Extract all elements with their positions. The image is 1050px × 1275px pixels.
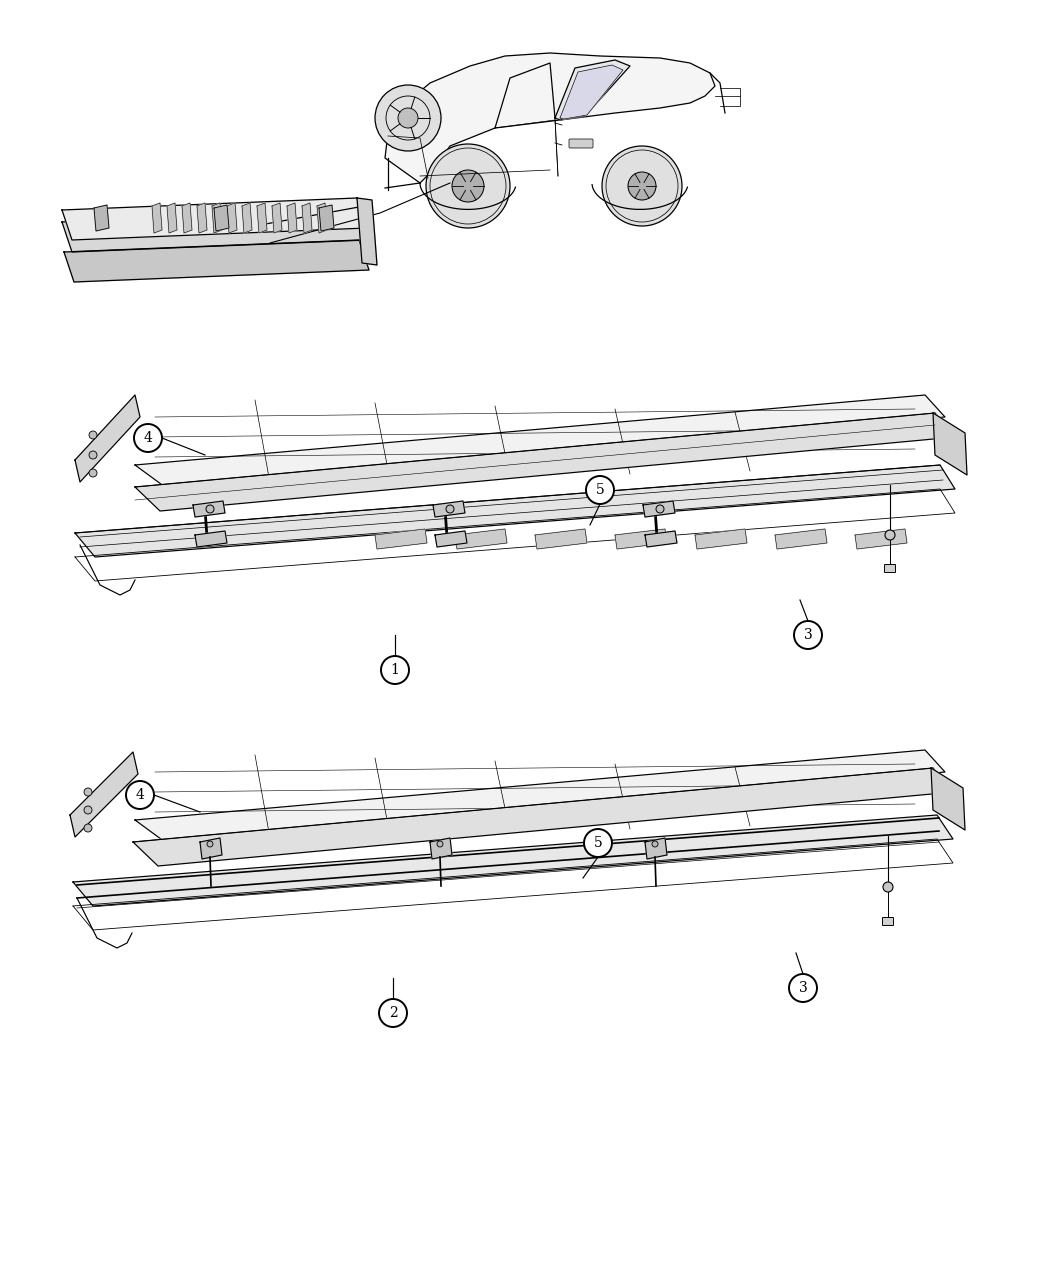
Polygon shape <box>62 210 367 252</box>
Text: 1: 1 <box>391 663 399 677</box>
Polygon shape <box>317 203 327 233</box>
Polygon shape <box>433 501 465 516</box>
Polygon shape <box>75 395 140 482</box>
Text: 3: 3 <box>803 629 813 643</box>
Circle shape <box>586 476 614 504</box>
Polygon shape <box>135 413 956 511</box>
Polygon shape <box>555 60 630 120</box>
Polygon shape <box>430 838 452 859</box>
Circle shape <box>381 657 410 683</box>
Polygon shape <box>70 752 138 836</box>
Polygon shape <box>62 198 367 240</box>
Polygon shape <box>242 203 252 233</box>
Circle shape <box>89 469 97 477</box>
Text: 5: 5 <box>595 483 605 497</box>
Circle shape <box>656 505 664 513</box>
Polygon shape <box>193 501 225 516</box>
Polygon shape <box>319 205 334 231</box>
Circle shape <box>446 505 454 513</box>
Polygon shape <box>200 838 222 859</box>
Text: 3: 3 <box>799 980 807 994</box>
Polygon shape <box>695 529 747 550</box>
FancyBboxPatch shape <box>882 918 894 926</box>
Polygon shape <box>855 529 907 550</box>
Text: 5: 5 <box>593 836 603 850</box>
Circle shape <box>89 431 97 439</box>
Circle shape <box>883 882 892 892</box>
Circle shape <box>89 451 97 459</box>
Polygon shape <box>455 529 507 550</box>
Circle shape <box>84 824 92 833</box>
Polygon shape <box>933 413 967 476</box>
Polygon shape <box>645 530 677 547</box>
Polygon shape <box>195 530 227 547</box>
Circle shape <box>126 782 154 810</box>
Circle shape <box>794 621 822 649</box>
FancyBboxPatch shape <box>884 565 896 572</box>
Circle shape <box>437 842 443 847</box>
Polygon shape <box>435 530 467 547</box>
Circle shape <box>206 505 214 513</box>
Polygon shape <box>74 815 953 907</box>
Circle shape <box>789 974 817 1002</box>
Polygon shape <box>214 205 229 231</box>
Polygon shape <box>645 838 667 859</box>
Polygon shape <box>133 768 953 866</box>
Polygon shape <box>75 465 956 557</box>
Text: 4: 4 <box>135 788 145 802</box>
Polygon shape <box>257 203 267 233</box>
Polygon shape <box>94 205 109 231</box>
Polygon shape <box>227 203 237 233</box>
Circle shape <box>426 144 510 228</box>
Circle shape <box>207 842 213 847</box>
Polygon shape <box>135 395 945 487</box>
Circle shape <box>134 425 162 453</box>
Circle shape <box>885 530 895 541</box>
FancyBboxPatch shape <box>569 139 593 148</box>
Circle shape <box>398 108 418 128</box>
Polygon shape <box>167 203 177 233</box>
Circle shape <box>652 842 658 847</box>
Polygon shape <box>152 203 162 233</box>
Polygon shape <box>64 240 369 282</box>
Circle shape <box>84 806 92 813</box>
Text: 4: 4 <box>144 431 152 445</box>
Polygon shape <box>197 203 207 233</box>
Circle shape <box>452 170 484 201</box>
Polygon shape <box>643 501 675 516</box>
Polygon shape <box>212 203 222 233</box>
Polygon shape <box>182 203 192 233</box>
Polygon shape <box>931 768 965 830</box>
Circle shape <box>375 85 441 150</box>
Text: 2: 2 <box>388 1006 397 1020</box>
Polygon shape <box>287 203 297 233</box>
Circle shape <box>602 147 682 226</box>
Circle shape <box>584 829 612 857</box>
Circle shape <box>84 788 92 796</box>
Polygon shape <box>615 529 667 550</box>
Circle shape <box>379 1000 407 1026</box>
Polygon shape <box>357 198 377 265</box>
Polygon shape <box>302 203 312 233</box>
Polygon shape <box>536 529 587 550</box>
Polygon shape <box>560 65 623 119</box>
Polygon shape <box>135 750 945 842</box>
Polygon shape <box>385 54 715 184</box>
Circle shape <box>628 172 656 200</box>
Polygon shape <box>272 203 282 233</box>
Polygon shape <box>375 529 427 550</box>
Polygon shape <box>775 529 827 550</box>
